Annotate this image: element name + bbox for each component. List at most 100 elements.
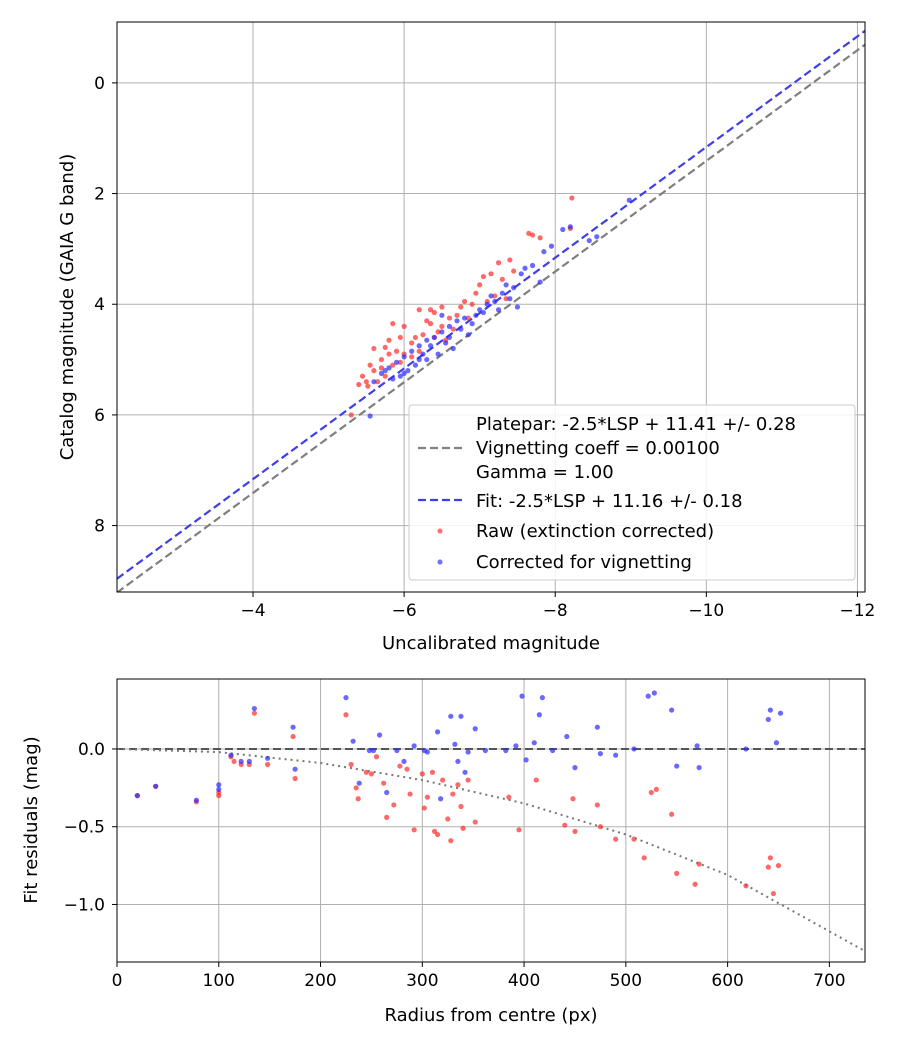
data-point [765, 716, 771, 723]
data-point [503, 296, 509, 302]
data-point [651, 690, 657, 696]
data-point [767, 855, 773, 861]
data-point [477, 282, 483, 288]
data-point [631, 836, 637, 842]
data-point [465, 315, 471, 321]
data-point [511, 285, 517, 291]
data-point [367, 413, 373, 419]
data-point [503, 282, 509, 288]
data-point [378, 356, 385, 363]
data-point [560, 226, 566, 233]
data-point [359, 373, 366, 379]
data-point [251, 705, 257, 712]
data-point [238, 758, 244, 765]
data-point [438, 796, 444, 802]
x-tick-label: 200 [304, 971, 336, 991]
x-tick-label: 100 [203, 971, 235, 991]
data-point [373, 754, 380, 760]
data-point [692, 881, 698, 887]
legend-box [408, 404, 856, 581]
data-point [458, 713, 464, 719]
data-point [439, 304, 445, 310]
data-point [514, 304, 521, 310]
top-tick-labels: −4 −6 −8 −10 −12 0 2 4 6 8 [94, 74, 875, 621]
legend-raw-label: Raw (extinction corrected) [476, 521, 714, 542]
data-point [480, 273, 487, 280]
data-point [401, 354, 407, 360]
bottom-tick-labels: 0 100 200 300 400 500 600 700 0.0 −0.5 −1.0 [64, 740, 846, 991]
data-point [292, 766, 298, 772]
top-axes-frame [116, 21, 866, 593]
data-point [246, 758, 252, 765]
data-point [492, 293, 498, 299]
data-point [424, 337, 430, 343]
data-point [513, 743, 519, 749]
data-point [696, 861, 702, 867]
data-point [455, 758, 461, 765]
bottom-reference-lines [117, 747, 865, 952]
data-point [370, 747, 377, 754]
data-point [356, 780, 362, 786]
data-point [495, 307, 502, 313]
x-tick-label: 300 [406, 971, 438, 991]
data-point [390, 362, 396, 368]
data-point [397, 763, 403, 769]
data-point [427, 307, 434, 313]
data-point [405, 368, 411, 374]
data-point [386, 365, 392, 371]
data-point [522, 265, 528, 271]
data-point [448, 713, 454, 719]
data-point [775, 862, 782, 869]
data-point [743, 883, 749, 889]
data-point [446, 315, 453, 321]
data-point [153, 783, 159, 789]
data-point [401, 758, 407, 765]
legend-raw-swatch [437, 528, 443, 534]
data-point [416, 348, 422, 354]
data-point [371, 368, 377, 374]
data-point [371, 345, 377, 352]
data-point [507, 296, 513, 302]
data-point [445, 816, 451, 822]
data-point [393, 348, 400, 354]
data-point [368, 771, 375, 777]
data-point [365, 383, 371, 389]
data-point [641, 855, 647, 861]
x-tick-label: 700 [813, 971, 845, 991]
data-point [439, 312, 445, 318]
bottom-y-axis-label: Fit residuals (mag) [21, 736, 42, 903]
data-point [397, 373, 403, 379]
data-point [416, 343, 422, 349]
data-point [382, 368, 388, 374]
data-point [409, 354, 415, 360]
data-point [384, 814, 390, 820]
data-point [424, 318, 430, 324]
data-point [506, 794, 512, 800]
data-point [290, 733, 296, 740]
data-point [450, 326, 456, 332]
data-point [424, 794, 430, 800]
data-point [694, 743, 700, 749]
bottom-data-points [134, 690, 784, 897]
data-point [419, 771, 425, 777]
data-point [363, 769, 369, 775]
data-point [216, 793, 222, 799]
data-point [443, 340, 449, 346]
data-point [448, 838, 454, 844]
data-point [348, 761, 354, 768]
data-point [393, 359, 400, 365]
data-point [669, 811, 675, 817]
data-point [537, 279, 543, 285]
data-point [435, 329, 441, 335]
top-x-axis-label: Uncalibrated magnitude [382, 633, 600, 654]
data-point [674, 870, 680, 876]
y-tick-label: 0.0 [78, 740, 105, 760]
data-point [465, 777, 471, 783]
data-point [431, 309, 437, 316]
bottom-x-axis-label: Radius from centre (px) [384, 1005, 597, 1026]
data-point [511, 268, 517, 274]
data-point [765, 864, 771, 870]
data-point [541, 249, 547, 255]
data-point [626, 197, 632, 203]
